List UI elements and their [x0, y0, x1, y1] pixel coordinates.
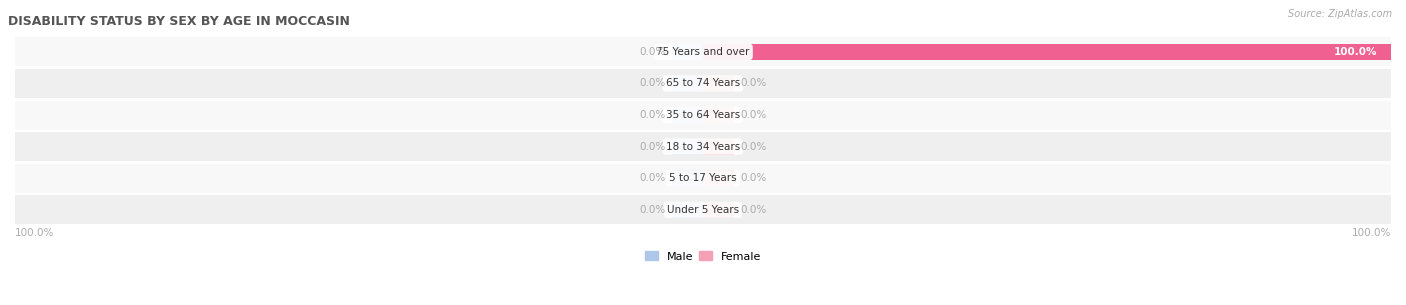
- Text: 0.0%: 0.0%: [638, 47, 665, 57]
- Bar: [672, 139, 703, 155]
- Text: 0.0%: 0.0%: [638, 142, 665, 152]
- Bar: [15, 195, 1391, 224]
- Text: 100.0%: 100.0%: [1334, 47, 1378, 57]
- Text: 0.0%: 0.0%: [741, 205, 768, 215]
- Bar: [703, 76, 734, 92]
- Text: 18 to 34 Years: 18 to 34 Years: [666, 142, 740, 152]
- Text: Source: ZipAtlas.com: Source: ZipAtlas.com: [1288, 9, 1392, 19]
- Bar: [15, 164, 1391, 193]
- Text: 0.0%: 0.0%: [741, 173, 768, 183]
- Text: 75 Years and over: 75 Years and over: [657, 47, 749, 57]
- Text: 0.0%: 0.0%: [741, 110, 768, 120]
- Bar: [703, 170, 734, 186]
- Bar: [672, 170, 703, 186]
- Bar: [15, 132, 1391, 161]
- Bar: [672, 76, 703, 92]
- Text: 65 to 74 Years: 65 to 74 Years: [666, 78, 740, 88]
- Bar: [672, 44, 703, 60]
- Bar: [672, 107, 703, 123]
- Text: 0.0%: 0.0%: [638, 78, 665, 88]
- Text: 0.0%: 0.0%: [638, 173, 665, 183]
- Text: 100.0%: 100.0%: [1351, 228, 1391, 238]
- Text: 100.0%: 100.0%: [15, 228, 55, 238]
- Bar: [15, 38, 1391, 66]
- Bar: [703, 202, 734, 218]
- Text: 5 to 17 Years: 5 to 17 Years: [669, 173, 737, 183]
- Bar: [703, 44, 1391, 60]
- Text: 35 to 64 Years: 35 to 64 Years: [666, 110, 740, 120]
- Text: 0.0%: 0.0%: [741, 142, 768, 152]
- Text: 0.0%: 0.0%: [741, 78, 768, 88]
- Text: DISABILITY STATUS BY SEX BY AGE IN MOCCASIN: DISABILITY STATUS BY SEX BY AGE IN MOCCA…: [8, 15, 350, 28]
- Text: 0.0%: 0.0%: [638, 110, 665, 120]
- Bar: [703, 139, 734, 155]
- Text: 0.0%: 0.0%: [638, 205, 665, 215]
- Bar: [15, 69, 1391, 98]
- Bar: [672, 202, 703, 218]
- Legend: Male, Female: Male, Female: [644, 251, 762, 262]
- Bar: [703, 107, 734, 123]
- Text: Under 5 Years: Under 5 Years: [666, 205, 740, 215]
- Bar: [15, 101, 1391, 130]
